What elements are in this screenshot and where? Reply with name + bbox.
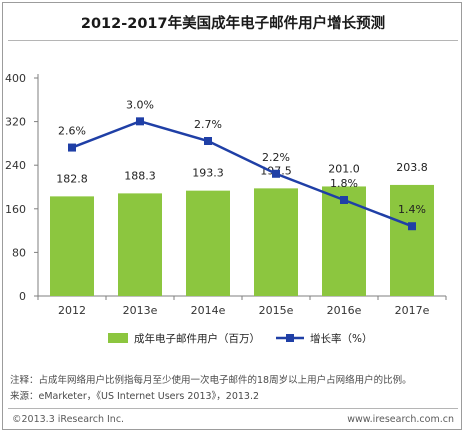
growth-rate-line [71, 120, 413, 228]
website-text: www.iresearch.com.cn [347, 414, 454, 425]
bar [390, 184, 434, 296]
legend-line-marker [286, 334, 294, 342]
footer-divider [8, 408, 458, 409]
growth-rate-label: 1.8% [330, 177, 358, 190]
bar [118, 193, 162, 296]
x-tick-label: 2015e [259, 304, 294, 317]
growth-rate-label: 1.4% [398, 203, 426, 216]
bar-value-label: 188.3 [124, 169, 156, 182]
x-tick-label: 2012 [58, 304, 86, 317]
y-tick-label: 160 [5, 203, 26, 216]
chart-note: 注释：占成年网络用户比例指每月至少使用一次电子邮件的18周岁以上用户占网络用户的… [10, 375, 412, 386]
copyright-text: ©2013.3 iResearch Inc. [12, 414, 125, 425]
growth-rate-label: 2.6% [58, 125, 86, 138]
chart-title: 2012-2017年美国成年电子邮件用户增长预测 [80, 16, 386, 32]
bar [50, 196, 94, 296]
chart-source: 来源：eMarketer，《US Internet Users 2013》，20… [10, 391, 260, 402]
legend-line-label: 增长率（%） [310, 332, 372, 345]
bar-value-label: 182.8 [56, 172, 88, 185]
y-tick-label: 80 [12, 246, 26, 259]
growth-rate-label: 3.0% [126, 98, 154, 111]
y-tick-label: 0 [19, 290, 26, 303]
growth-rate-marker [408, 222, 416, 231]
growth-rate-marker [204, 137, 212, 145]
bar-value-label: 193.3 [192, 167, 224, 180]
legend-bar-swatch [108, 333, 128, 343]
growth-rate-marker [340, 196, 348, 204]
growth-rate-marker [136, 117, 144, 126]
y-tick-label: 320 [5, 116, 26, 129]
x-tick-label: 2013e [123, 304, 158, 317]
legend-bar-label: 成年电子邮件用户（百万） [134, 332, 260, 345]
growth-rate-marker [68, 143, 76, 152]
x-tick-label: 2017e [395, 304, 430, 317]
growth-rate-label: 2.7% [194, 118, 222, 131]
bar [186, 190, 230, 296]
y-tick-label: 400 [5, 72, 26, 85]
x-tick-label: 2014e [191, 304, 226, 317]
x-tick-label: 2016e [327, 304, 362, 317]
bar-value-label: 201.0 [328, 162, 360, 175]
y-tick-label: 240 [5, 159, 26, 172]
title-divider [8, 40, 458, 41]
bar-value-label: 203.8 [396, 161, 428, 174]
growth-rate-label: 2.2% [262, 151, 290, 164]
bar [254, 188, 298, 296]
growth-rate-marker [272, 169, 280, 178]
